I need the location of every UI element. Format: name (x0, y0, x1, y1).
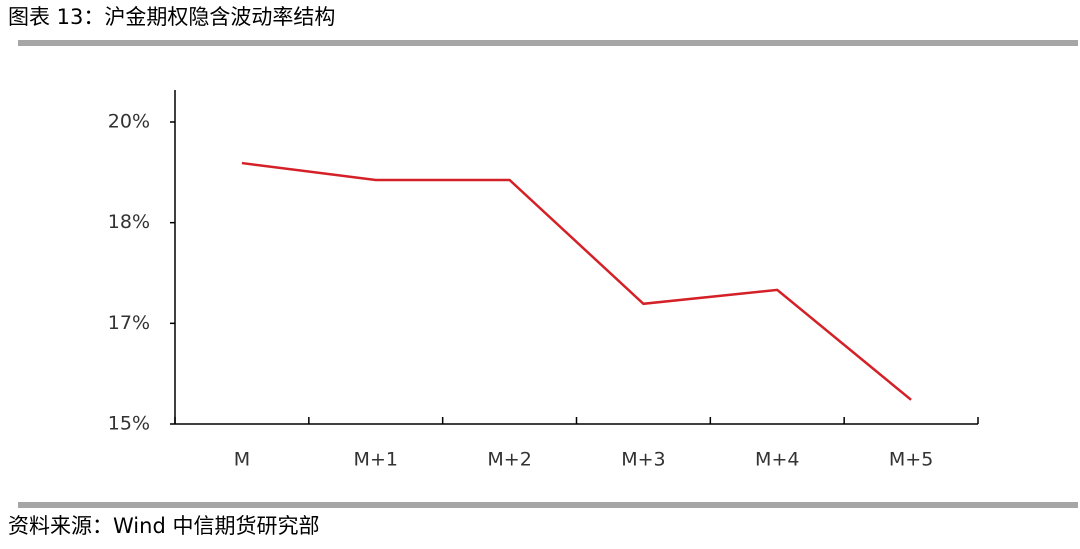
x-tick-label: M+2 (487, 449, 531, 471)
y-tick-label: 15% (108, 413, 150, 435)
source-note: 资料来源：Wind 中信期货研究部 (8, 514, 319, 538)
y-tick-label: 18% (108, 211, 150, 233)
x-tick-label: M+5 (889, 449, 933, 471)
x-tick-label: M (234, 449, 250, 471)
chart-title: 图表 13：沪金期权隐含波动率结构 (8, 5, 335, 29)
y-tick-label: 20% (108, 111, 150, 133)
y-tick-label: 17% (108, 312, 150, 334)
data-line (241, 161, 912, 401)
x-tick-label: M+3 (621, 449, 665, 471)
x-tick-label: M+1 (354, 449, 398, 471)
header-rule (18, 40, 1078, 46)
footer-rule (18, 502, 1078, 508)
x-tick-label: M+4 (755, 449, 799, 471)
